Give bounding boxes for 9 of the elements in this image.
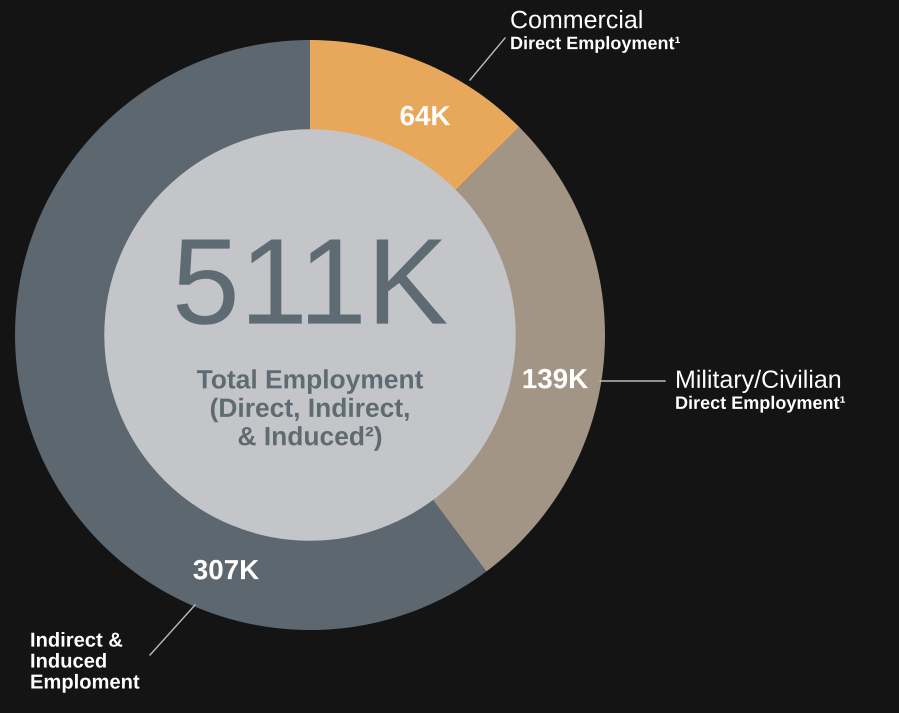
text: Total Employment (Direct, Indirect, & Induced²) xyxy=(196,369,424,451)
slice-label: Indirect & Induced Emploment xyxy=(31,632,140,693)
slice-label: Military/Civilian Direct Employment¹ xyxy=(676,370,845,413)
data-label: 139K xyxy=(524,368,588,388)
slice-label: Commercial Direct Employment¹ xyxy=(511,10,680,53)
data-label: 307K xyxy=(193,560,259,580)
donut-slice xyxy=(15,40,486,630)
text: 511K xyxy=(176,240,447,325)
data-label: 64K xyxy=(400,106,450,126)
